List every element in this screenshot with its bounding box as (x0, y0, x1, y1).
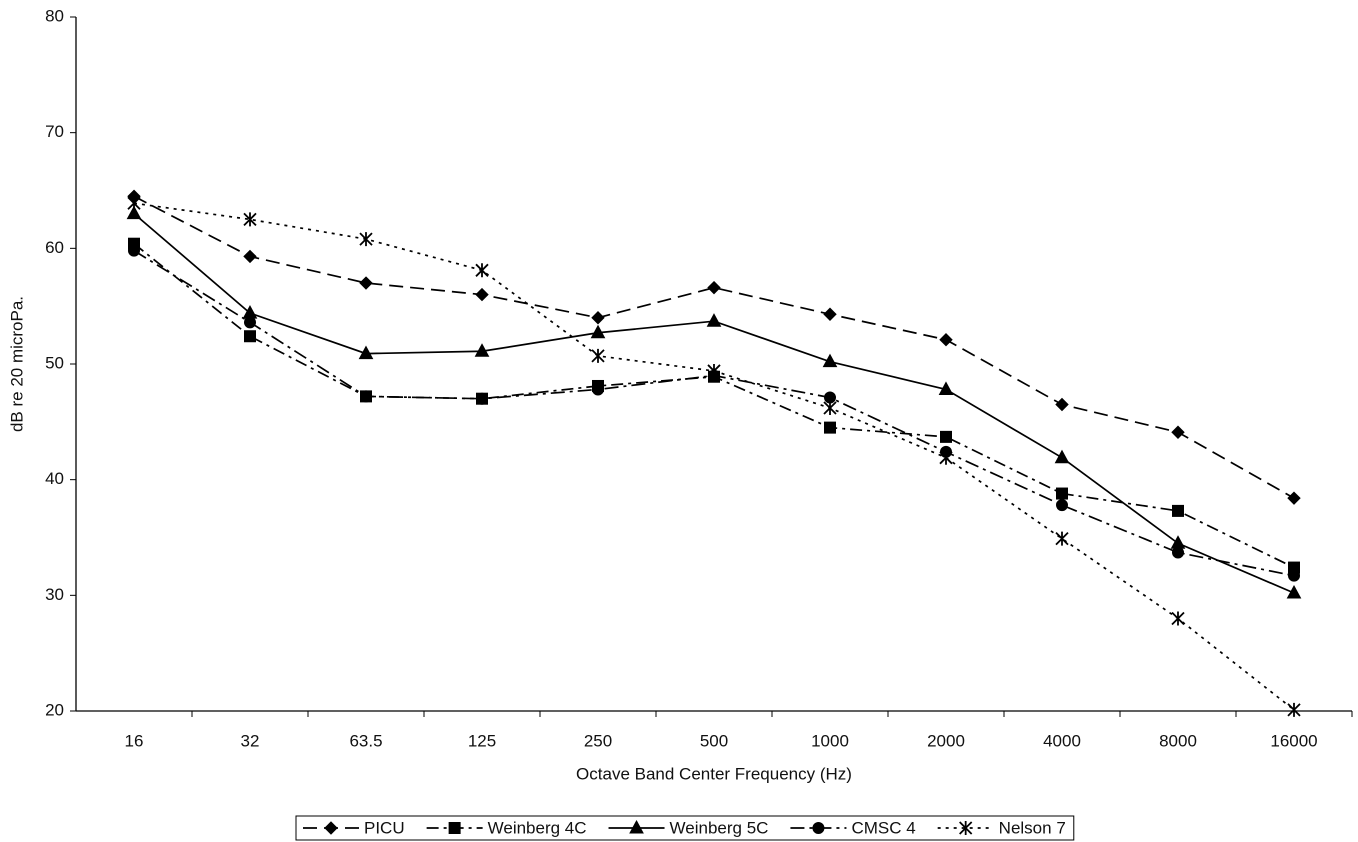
marker (707, 280, 721, 295)
marker (592, 383, 604, 396)
marker (244, 316, 256, 329)
x-tick-label: 63.5 (349, 731, 382, 750)
marker (475, 287, 489, 302)
marker (244, 330, 256, 343)
marker (1172, 504, 1184, 517)
y-tick-label: 50 (45, 353, 64, 372)
marker (823, 400, 837, 415)
marker (940, 430, 952, 443)
marker (1286, 584, 1302, 599)
marker (822, 353, 838, 368)
marker (1055, 397, 1069, 412)
y-axis-title: dB re 20 microPa. (7, 296, 26, 432)
marker (474, 343, 490, 357)
marker (823, 307, 837, 321)
marker (706, 313, 722, 327)
marker (812, 822, 825, 834)
x-tick-label: 4000 (1043, 731, 1081, 750)
marker (1054, 449, 1070, 464)
x-axis-title: Octave Band Center Frequency (Hz) (576, 764, 852, 783)
marker (324, 821, 338, 835)
marker (359, 232, 373, 247)
marker (1055, 531, 1069, 546)
legend-label: PICU (364, 818, 405, 837)
marker (939, 450, 953, 465)
marker (629, 819, 644, 834)
series-line (133, 195, 1295, 499)
legend-label: Nelson 7 (999, 818, 1066, 837)
y-tick-label: 60 (45, 238, 64, 257)
marker (448, 822, 461, 834)
series-line (133, 249, 1295, 577)
marker (959, 821, 973, 835)
marker (1171, 425, 1185, 439)
legend-label: CMSC 4 (851, 818, 915, 837)
marker (476, 392, 488, 405)
y-tick-label: 30 (45, 585, 64, 604)
x-tick-label: 500 (700, 731, 728, 750)
marker (1056, 499, 1068, 512)
marker (707, 363, 721, 378)
marker (590, 324, 606, 339)
marker (591, 311, 605, 325)
marker (1172, 546, 1184, 559)
marker (243, 212, 257, 227)
x-tick-label: 2000 (927, 731, 965, 750)
x-tick-label: 32 (241, 731, 260, 750)
marker (591, 348, 605, 363)
marker (359, 276, 373, 290)
y-tick-label: 20 (45, 700, 64, 719)
y-tick-label: 40 (45, 469, 64, 488)
marker (824, 421, 836, 434)
legend-label: Weinberg 4C (488, 818, 587, 837)
marker (128, 244, 140, 257)
legend-label: Weinberg 5C (670, 818, 769, 837)
marker (938, 381, 954, 395)
marker (1288, 569, 1300, 582)
marker (1287, 702, 1301, 717)
x-tick-label: 8000 (1159, 731, 1197, 750)
marker (1056, 487, 1068, 500)
x-tick-label: 16 (125, 731, 144, 750)
x-tick-label: 16000 (1270, 731, 1317, 750)
marker (939, 333, 953, 347)
legend-box (295, 815, 1075, 841)
y-tick-label: 80 (45, 6, 64, 25)
marker (360, 390, 372, 403)
series-line (133, 202, 1295, 711)
marker (358, 345, 374, 360)
y-tick-label: 70 (45, 122, 64, 141)
x-tick-label: 250 (584, 731, 612, 750)
marker (126, 205, 142, 220)
marker (242, 305, 258, 319)
marker (1287, 491, 1301, 505)
marker (1170, 535, 1186, 549)
legend: PICU Weinberg 4C Weinberg 5C CMSC 4 Nelson 7 (303, 818, 1066, 837)
marker (243, 249, 257, 264)
x-tick-label: 125 (468, 731, 496, 750)
marker (1171, 611, 1185, 626)
marker (475, 263, 489, 278)
x-tick-label: 1000 (811, 731, 849, 750)
marker (127, 196, 141, 211)
